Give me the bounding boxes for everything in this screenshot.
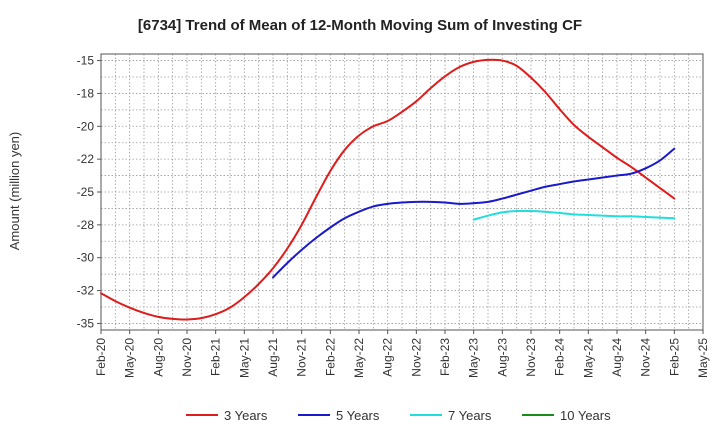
x-tick-label: May-22 [352,338,366,378]
series-line-7-years [472,209,676,221]
legend-label-3-years: 3 Years [224,408,268,423]
x-tick-label: Feb-25 [667,338,681,376]
y-tick-label: -28 [77,218,95,232]
y-tick-label: -30 [77,251,95,265]
x-tick-label: Aug-21 [266,338,280,377]
x-axis-ticks: Feb-20 May-20 Aug-20 Nov-20 Feb-21 May-21 Aug-… [94,330,710,378]
y-tick-label: -25 [77,185,95,199]
y-tick-label: -18 [77,86,95,100]
y-axis-label: Amount (million yen) [7,132,22,251]
x-tick-label: Aug-22 [381,338,395,377]
y-tick-label: -15 [77,54,95,68]
x-tick-label: Feb-23 [438,338,452,376]
legend: 3 Years 5 Years 7 Years 10 Years [186,408,611,423]
series [100,58,676,321]
x-tick-label: May-23 [467,338,481,378]
x-tick-label: May-21 [237,338,251,378]
x-tick-label: Nov-20 [180,338,194,377]
x-tick-label: May-24 [581,338,595,378]
x-tick-label: Aug-20 [151,338,165,377]
series-line-5-years [272,147,676,279]
x-tick-label: Feb-22 [323,338,337,376]
y-tick-label: -20 [77,119,95,133]
x-tick-label: Aug-24 [610,338,624,377]
x-tick-label: Nov-22 [409,338,423,377]
x-tick-label: Nov-24 [639,338,653,377]
legend-label-7-years: 7 Years [448,408,492,423]
chart-title: [6734] Trend of Mean of 12-Month Moving … [138,17,582,34]
x-tick-label: May-20 [123,338,137,378]
x-tick-label: Feb-20 [94,338,108,376]
legend-label-5-years: 5 Years [336,408,380,423]
x-tick-label: Nov-23 [524,338,538,377]
y-tick-label: -32 [77,284,95,298]
x-tick-label: Feb-21 [209,338,223,376]
x-tick-label: Nov-21 [295,338,309,377]
legend-label-10-years: 10 Years [560,408,611,423]
series-line-3-years [100,58,676,321]
grid [101,54,703,330]
y-tick-label: -22 [77,152,95,166]
y-tick-label: -35 [77,316,95,330]
x-tick-label: Aug-23 [495,338,509,377]
x-tick-label: May-25 [696,338,710,378]
x-tick-label: Feb-24 [553,338,567,376]
y-axis-ticks: -15 -18 -20 -22 -25 -28 -30 -32 -35 [77,54,101,330]
